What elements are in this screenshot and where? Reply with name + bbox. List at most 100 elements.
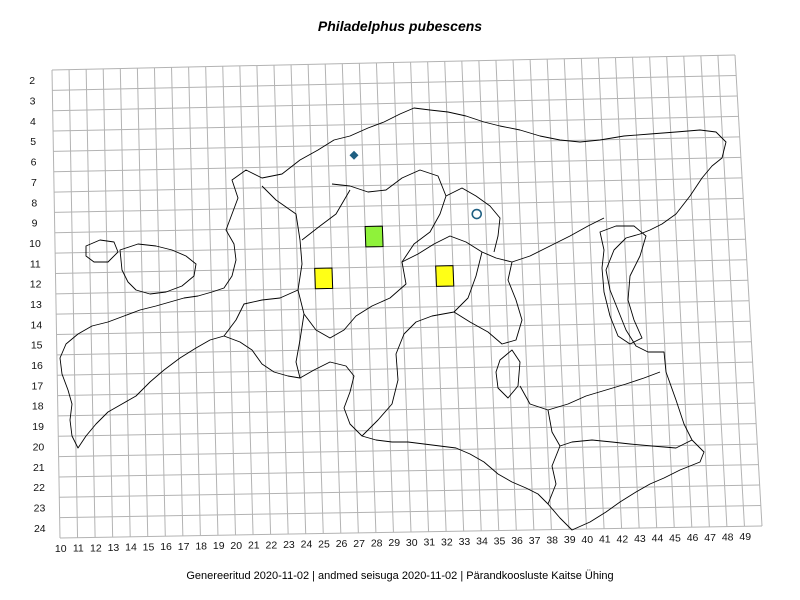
row-label: 21 <box>33 462 45 474</box>
row-label: 13 <box>30 299 42 311</box>
column-label: 40 <box>581 534 593 546</box>
hiiumaa-island <box>85 239 119 263</box>
column-label: 47 <box>704 532 716 544</box>
grid-line-vertical <box>529 59 552 530</box>
column-label: 39 <box>564 534 576 546</box>
column-label: 10 <box>55 543 67 555</box>
row-label: 10 <box>29 238 41 250</box>
grid-line-vertical <box>666 56 693 528</box>
grid-line-vertical <box>51 69 61 539</box>
row-label: 24 <box>34 523 46 535</box>
grid-line-vertical <box>171 67 184 536</box>
grid-line-horizontal <box>55 259 747 274</box>
grid-line-vertical <box>427 61 447 532</box>
county-border-east <box>361 187 501 437</box>
grid-line-vertical <box>717 55 745 527</box>
footer-credits: Genereeritud 2020-11-02 | andmed seisuga… <box>186 570 614 582</box>
grid-line-horizontal <box>58 464 759 478</box>
grid-line-vertical <box>273 65 289 535</box>
grid-line-vertical <box>649 56 675 528</box>
column-label: 25 <box>318 538 330 550</box>
column-label: 48 <box>722 531 734 543</box>
column-label: 12 <box>90 542 102 554</box>
column-label: 46 <box>687 532 699 544</box>
grid-line-vertical <box>188 66 201 536</box>
row-label: 4 <box>30 116 36 128</box>
row-label: 20 <box>33 441 45 453</box>
grid-line-horizontal <box>53 156 741 173</box>
grid-line-vertical <box>153 67 166 537</box>
grid-line-vertical <box>580 58 605 529</box>
grid-line-vertical <box>341 63 359 533</box>
grid-line-vertical <box>734 54 763 527</box>
record-diamond <box>349 150 359 160</box>
county-border-west <box>261 169 447 339</box>
column-label: 38 <box>546 534 558 546</box>
column-label: 17 <box>178 541 190 553</box>
grid-line-horizontal <box>58 443 758 458</box>
column-label: 16 <box>160 541 172 553</box>
row-label: 12 <box>30 279 42 291</box>
grid-line-horizontal <box>53 136 740 152</box>
row-label: 11 <box>30 258 41 270</box>
grid-line-vertical <box>512 59 535 530</box>
grid-line-vertical <box>119 68 131 537</box>
grid-line-horizontal <box>53 115 739 132</box>
column-label: 45 <box>669 532 681 544</box>
grid-line-horizontal <box>52 95 738 112</box>
column-label: 35 <box>494 535 506 547</box>
grid-line-vertical <box>410 62 430 532</box>
grid-line-vertical <box>614 57 640 529</box>
grid-line-vertical <box>597 57 623 529</box>
grid-line-vertical <box>136 68 149 537</box>
row-label: 19 <box>32 421 44 433</box>
column-label: 21 <box>248 540 260 552</box>
column-label: 20 <box>230 540 242 552</box>
record-square <box>364 225 384 248</box>
column-label: 41 <box>599 534 611 546</box>
column-label: 43 <box>634 533 646 545</box>
grid-line-vertical <box>444 61 465 532</box>
column-label: 30 <box>406 537 418 549</box>
grid-line-vertical <box>290 64 307 534</box>
grid-line-horizontal <box>54 218 745 234</box>
row-label: 18 <box>32 401 44 413</box>
lake-vortsjarv <box>495 349 521 399</box>
column-label: 42 <box>617 533 629 545</box>
grid-line-horizontal <box>59 484 760 498</box>
column-label: 19 <box>213 540 225 552</box>
grid-line-horizontal <box>58 423 757 437</box>
row-label: 22 <box>33 482 45 494</box>
column-label: 37 <box>529 535 541 547</box>
grid-line-vertical <box>239 65 254 535</box>
row-label: 3 <box>30 96 36 108</box>
row-label: 23 <box>34 502 46 514</box>
grid-line-horizontal <box>54 177 743 193</box>
row-label: 6 <box>31 157 37 169</box>
grid-line-horizontal <box>57 361 753 376</box>
row-label: 2 <box>29 75 35 87</box>
column-label: 22 <box>266 539 278 551</box>
grid-line-horizontal <box>56 300 750 315</box>
map-title: Philadelphus pubescens <box>317 18 483 34</box>
lake-peipus <box>599 225 647 345</box>
grid-line-horizontal <box>59 525 763 539</box>
column-label: 26 <box>336 538 348 550</box>
column-label: 24 <box>301 539 313 551</box>
grid-line-horizontal <box>59 505 761 519</box>
column-label: 44 <box>652 533 664 545</box>
column-label: 34 <box>476 536 488 548</box>
grid-line-vertical <box>478 60 500 531</box>
county-border-south <box>453 261 693 505</box>
country-outline <box>59 107 727 531</box>
saaremaa-island <box>119 243 197 295</box>
record-circle <box>471 208 483 220</box>
coastline <box>59 107 727 531</box>
grid-line-vertical <box>222 66 236 536</box>
grid-line-vertical <box>563 58 587 530</box>
map-grid <box>51 54 763 539</box>
grid-line-horizontal <box>57 382 754 397</box>
grid-line-vertical <box>461 60 482 531</box>
column-label: 32 <box>441 536 453 548</box>
